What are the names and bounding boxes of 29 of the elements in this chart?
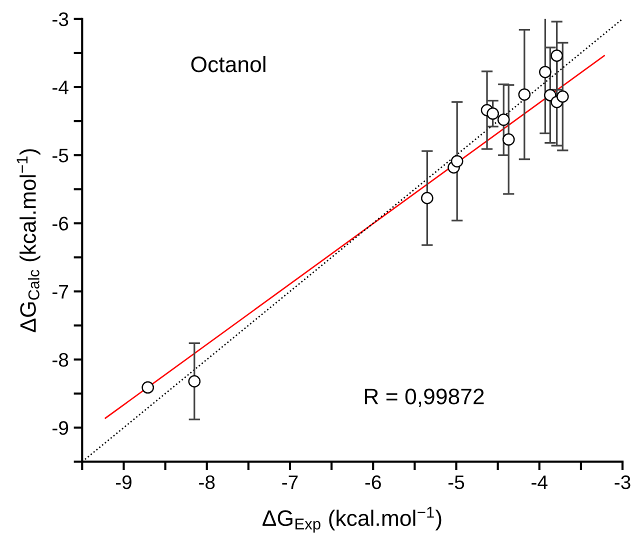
x-tick-label: -3 [614, 475, 630, 490]
point [497, 114, 510, 126]
x-tick-label: -9 [116, 475, 132, 490]
point [486, 107, 500, 120]
x-tick-label: -5 [448, 476, 464, 490]
x-tick-label: -6 [365, 475, 381, 490]
y-tick-label: -3 [52, 12, 68, 26]
point [188, 375, 201, 388]
point [142, 381, 154, 394]
x-tick-label: -8 [199, 475, 215, 490]
point [502, 133, 515, 146]
y-tick-label: -4 [52, 80, 68, 94]
point [450, 155, 464, 168]
point [539, 66, 552, 78]
y-tick-label: -6 [52, 216, 68, 231]
annotation: Octanol [191, 56, 266, 72]
annotation: R = 0,99872 [364, 388, 484, 407]
y-tick-label: -9 [52, 421, 68, 435]
x-axis-title: ΔG$_{Exp}$ (kcal.mol$^{−1}$) [262, 506, 442, 533]
point [518, 88, 531, 101]
y-tick-label: -5 [52, 148, 68, 162]
point [550, 50, 564, 62]
y-axis-title: ΔG$_{Calc}$ (kcal.mol$^{−1}$) [16, 149, 40, 332]
y-tick-label: -7 [52, 285, 68, 298]
point [420, 192, 434, 204]
x-tick-label: -4 [532, 476, 548, 489]
y-tick-label: -8 [52, 352, 68, 367]
point [556, 90, 569, 103]
x-tick-label: -7 [282, 476, 298, 489]
